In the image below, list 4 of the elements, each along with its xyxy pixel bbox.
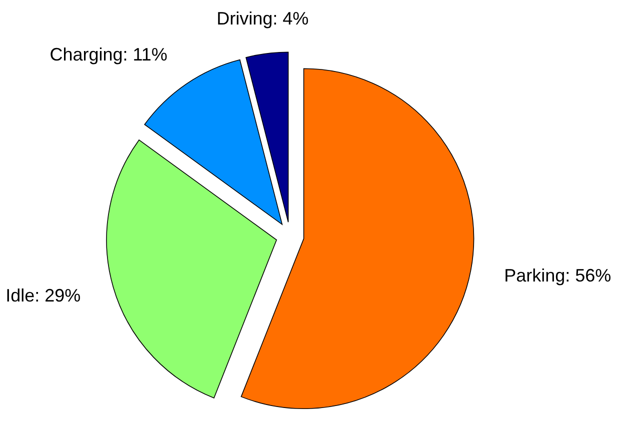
slice-label: Parking: 56%	[504, 266, 612, 286]
slice-label: Charging: 11%	[50, 44, 168, 64]
slice-label: Driving: 4%	[216, 8, 309, 28]
slice-label: Idle: 29%	[6, 286, 81, 306]
